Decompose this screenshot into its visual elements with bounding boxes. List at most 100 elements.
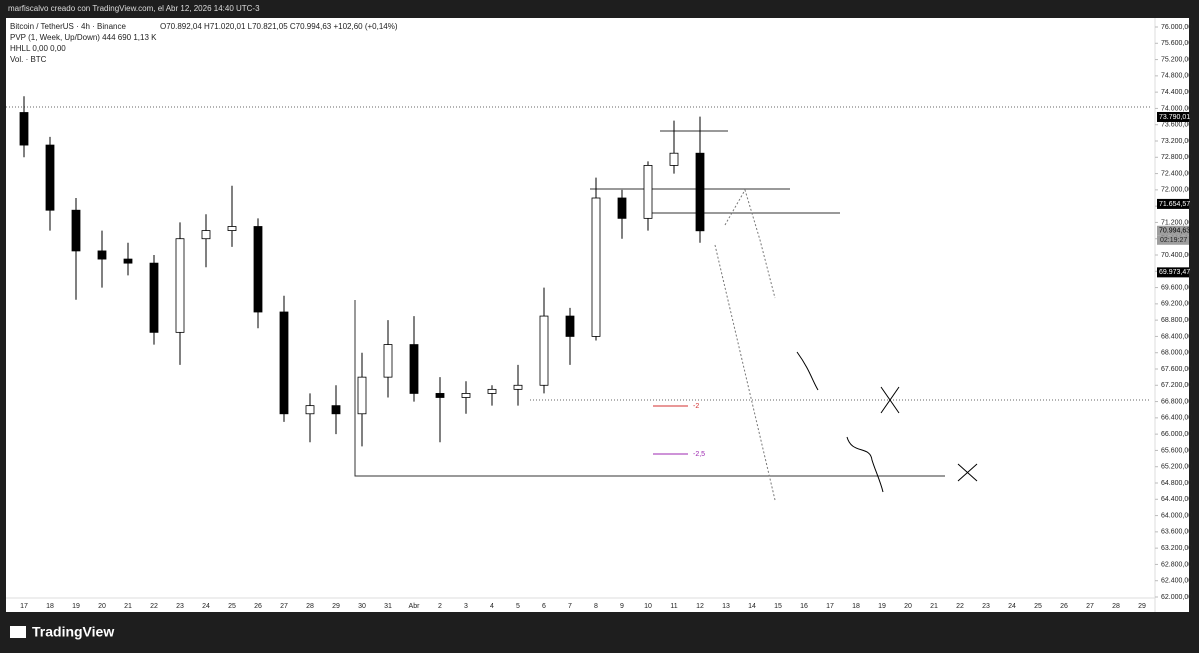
x-tick-label: 18 <box>852 603 860 610</box>
candle-body <box>617 197 627 219</box>
drawing <box>846 436 884 493</box>
x-tick-label: 6 <box>542 603 546 610</box>
y-tick-label: 65.200,00 <box>1161 464 1192 471</box>
y-tick-label: 72.000,00 <box>1161 187 1192 194</box>
x-tick-label: 10 <box>644 603 652 610</box>
x-tick-label: 13 <box>722 603 730 610</box>
x-tick-label: 22 <box>150 603 158 610</box>
x-tick-label: 4 <box>490 603 494 610</box>
candle-body <box>357 376 367 415</box>
price-label: 71.654,57 <box>1159 201 1190 208</box>
y-tick-label: 63.200,00 <box>1161 545 1192 552</box>
x-tick-label: 3 <box>464 603 468 610</box>
y-tick-label: 75.200,00 <box>1161 56 1192 63</box>
x-tick-label: 29 <box>332 603 340 610</box>
x-tick-label: 17 <box>826 603 834 610</box>
indicator: HHLL 0,00 0,00 <box>10 44 66 53</box>
y-tick-label: 75.600,00 <box>1161 40 1192 47</box>
y-tick-label: 62.000,00 <box>1161 594 1192 601</box>
x-tick-label: 29 <box>1138 603 1146 610</box>
x-tick-label: 24 <box>1008 603 1016 610</box>
y-tick-label: 66.800,00 <box>1161 398 1192 405</box>
y-tick-label: 69.200,00 <box>1161 301 1192 308</box>
x-tick-label: 27 <box>1086 603 1094 610</box>
candle-body <box>45 144 55 211</box>
x-tick-label: 18 <box>46 603 54 610</box>
drawing <box>724 188 776 299</box>
y-tick-label: 68.800,00 <box>1161 317 1192 324</box>
y-tick-label: 62.800,00 <box>1161 561 1192 568</box>
candle-body <box>461 393 471 398</box>
x-tick-label: 23 <box>982 603 990 610</box>
y-tick-label: 64.800,00 <box>1161 480 1192 487</box>
price-label-bg <box>1157 111 1189 122</box>
countdown: 02:19:27 <box>1160 237 1187 244</box>
x-tick-label: 8 <box>594 603 598 610</box>
x-tick-label: 19 <box>72 603 80 610</box>
y-tick-label: 73.200,00 <box>1161 138 1192 145</box>
x-tick-label: 15 <box>774 603 782 610</box>
logo <box>10 626 26 638</box>
y-tick-label: 76.000,00 <box>1161 24 1192 31</box>
drawing <box>354 300 945 477</box>
candle-body <box>409 344 419 394</box>
x-tick-label: 2 <box>438 603 442 610</box>
x-tick-label: 25 <box>1034 603 1042 610</box>
x-tick-label: 26 <box>1060 603 1068 610</box>
y-tick-label: 67.600,00 <box>1161 366 1192 373</box>
candle-body <box>305 405 315 415</box>
x-tick-label: 21 <box>930 603 938 610</box>
candle-body <box>279 311 289 415</box>
y-tick-label: 72.800,00 <box>1161 154 1192 161</box>
y-tick-label: 74.400,00 <box>1161 89 1192 96</box>
x-tick-label: 28 <box>1112 603 1120 610</box>
candle-body <box>513 384 523 390</box>
x-tick-label: 24 <box>202 603 210 610</box>
y-tick-label: 69.600,00 <box>1161 284 1192 291</box>
x-tick-label: 16 <box>800 603 808 610</box>
candle-body <box>97 250 107 260</box>
annotation: -2,5 <box>693 451 705 458</box>
candle-body <box>149 262 159 333</box>
price-label: 69.973,47 <box>1159 269 1190 276</box>
y-tick-label: 71.200,00 <box>1161 219 1192 226</box>
x-tick-label: 19 <box>878 603 886 610</box>
x-tick-label: 9 <box>620 603 624 610</box>
candle-body <box>695 152 705 232</box>
price-label: 73.790,01 <box>1159 114 1190 121</box>
y-tick-label: 67.200,00 <box>1161 382 1192 389</box>
y-tick-label: 63.600,00 <box>1161 529 1192 536</box>
candle-body <box>643 165 653 219</box>
x-tick-label: 26 <box>254 603 262 610</box>
x-tick-label: 21 <box>124 603 132 610</box>
drawing <box>880 386 900 414</box>
brand: TradingView <box>32 624 114 640</box>
x-tick-label: 12 <box>696 603 704 610</box>
y-tick-label: 66.400,00 <box>1161 415 1192 422</box>
chart-title: Bitcoin / TetherUS · 4h · Binance <box>10 22 126 31</box>
ohlc: O70.892,04 H71.020,01 L70.821,05 C70.994… <box>160 22 398 31</box>
x-tick-label: 14 <box>748 603 756 610</box>
annotation: -2 <box>693 403 699 410</box>
x-tick-label: 11 <box>670 603 677 610</box>
indicator: Vol. · BTC <box>10 55 47 64</box>
y-tick-label: 74.000,00 <box>1161 105 1192 112</box>
price-label: 70.994,63 <box>1159 228 1190 235</box>
drawing <box>796 351 819 391</box>
y-tick-label: 73.600,00 <box>1161 122 1192 129</box>
candle-body <box>591 197 601 337</box>
y-tick-label: 68.400,00 <box>1161 333 1192 340</box>
indicator: PVP (1, Week, Up/Down) 444 690 1,13 K <box>10 33 157 42</box>
candle-body <box>71 209 81 252</box>
y-tick-label: 72.400,00 <box>1161 170 1192 177</box>
candle-body <box>331 405 341 415</box>
x-tick-label: 25 <box>228 603 236 610</box>
price-label-bg <box>1157 198 1189 209</box>
x-tick-label: 22 <box>956 603 964 610</box>
y-tick-label: 62.400,00 <box>1161 578 1192 585</box>
price-label-bg <box>1157 225 1189 236</box>
y-tick-label: 64.400,00 <box>1161 496 1192 503</box>
candle-body <box>253 226 263 313</box>
